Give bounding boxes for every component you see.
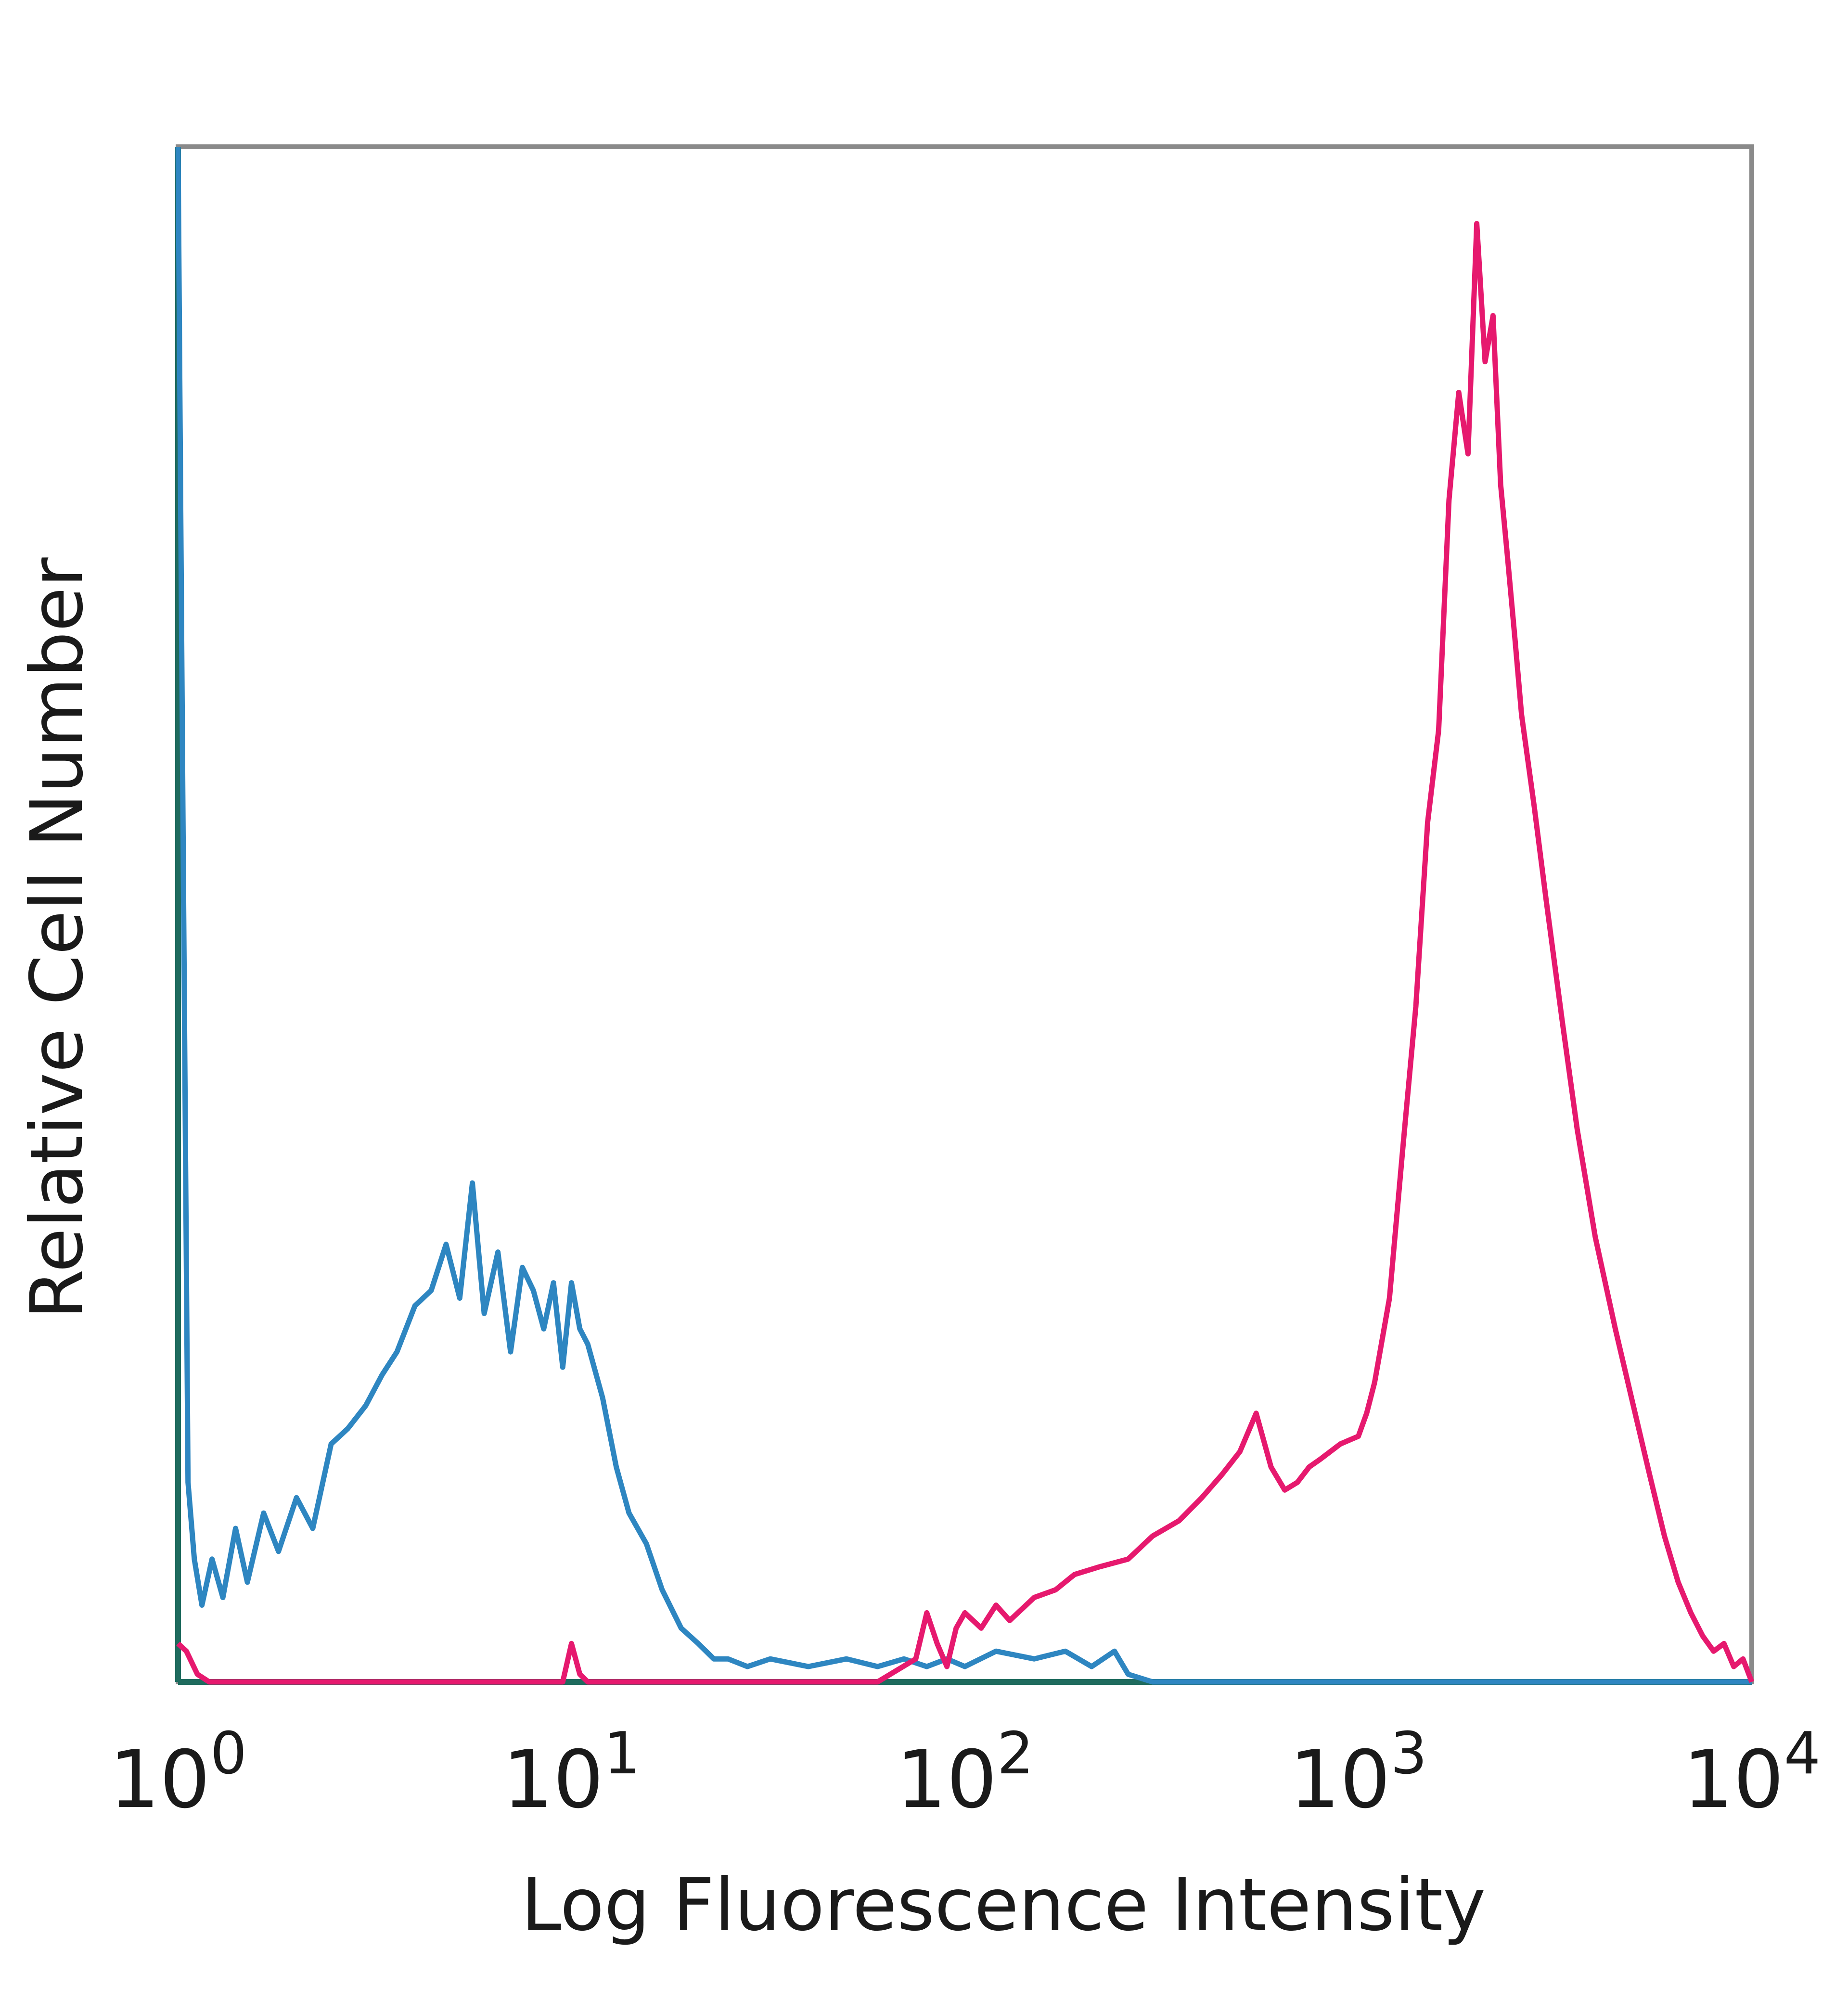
x-axis-label: Log Fluorescence Intensity	[521, 1863, 1486, 1947]
series-layer	[175, 146, 1755, 1685]
x-tick-label-3: 103	[1289, 1720, 1427, 1826]
histogram-series-2	[176, 221, 1755, 1685]
plot-frame	[176, 144, 1754, 1684]
x-tick-label-0: 100	[109, 1720, 247, 1826]
x-tick-labels: 100 101 102 103 104	[109, 1720, 1821, 1826]
y-axis-label: Relative Cell Number	[15, 557, 99, 1320]
x-tick-label-1: 101	[502, 1720, 640, 1826]
x-tick-label-4: 104	[1683, 1720, 1821, 1826]
x-tick-label-2: 102	[896, 1720, 1034, 1826]
histogram-series-1	[175, 146, 1752, 1685]
